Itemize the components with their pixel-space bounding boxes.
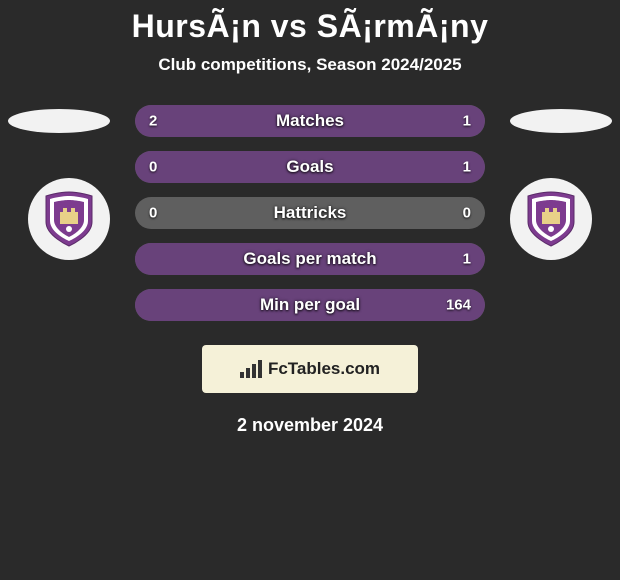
bars-icon [240, 360, 262, 378]
page-subtitle: Club competitions, Season 2024/2025 [0, 55, 620, 75]
stat-value-left: 2 [149, 113, 157, 130]
club-crest-icon [40, 190, 98, 248]
stat-value-right: 0 [463, 205, 471, 222]
stat-row: 2 Matches 1 [0, 105, 620, 137]
stat-value-right: 164 [446, 297, 471, 314]
footer-brand-text: FcTables.com [268, 359, 380, 379]
stat-bar: 0 Hattricks 0 [135, 197, 485, 229]
stat-value-right: 1 [463, 251, 471, 268]
stat-row: Min per goal 164 [0, 289, 620, 321]
stat-label: Min per goal [260, 295, 360, 315]
stat-bar: 2 Matches 1 [135, 105, 485, 137]
stat-value-left: 0 [149, 159, 157, 176]
stat-value-right: 1 [463, 113, 471, 130]
stat-label: Goals [286, 157, 333, 177]
stat-label: Goals per match [243, 249, 376, 269]
stat-value-right: 1 [463, 159, 471, 176]
stat-bar: 0 Goals 1 [135, 151, 485, 183]
stat-bar: Goals per match 1 [135, 243, 485, 275]
decor-ellipse-left [8, 109, 110, 133]
club-badge-right [510, 178, 592, 260]
page-title: HursÃ¡n vs SÃ¡rmÃ¡ny [0, 8, 620, 45]
comparison-card: HursÃ¡n vs SÃ¡rmÃ¡ny Club competitions, … [0, 0, 620, 580]
club-crest-icon [522, 190, 580, 248]
footer-brand: FcTables.com [202, 345, 418, 393]
stat-value-left: 0 [149, 205, 157, 222]
stat-label: Matches [276, 111, 344, 131]
decor-ellipse-right [510, 109, 612, 133]
stat-label: Hattricks [274, 203, 347, 223]
club-badge-left [28, 178, 110, 260]
stat-bar: Min per goal 164 [135, 289, 485, 321]
stat-row: 0 Goals 1 [0, 151, 620, 183]
snapshot-date: 2 november 2024 [0, 415, 620, 436]
